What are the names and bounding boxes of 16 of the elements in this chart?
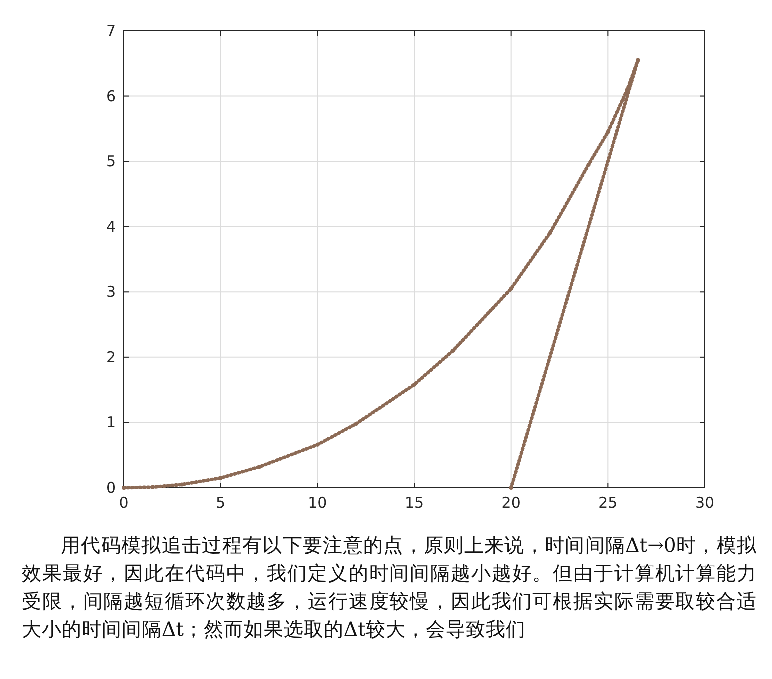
y-tick-label: 2 xyxy=(106,348,116,366)
x-tick-label: 5 xyxy=(216,494,226,512)
x-tick-label: 25 xyxy=(598,494,618,512)
x-tick-label: 0 xyxy=(119,494,129,512)
x-tick-label: 30 xyxy=(695,494,715,512)
y-tick-label: 4 xyxy=(106,218,116,236)
y-tick-label: 6 xyxy=(106,87,116,106)
y-tick-label: 5 xyxy=(106,152,116,171)
y-tick-label: 7 xyxy=(106,22,116,40)
x-tick-label: 10 xyxy=(308,494,328,512)
y-tick-label: 3 xyxy=(106,283,116,302)
y-tick-label: 0 xyxy=(106,479,116,497)
x-tick-label: 15 xyxy=(404,494,424,512)
text: 用代码模拟追击过程有以下要注意的点，原则上来说，时间间隔Δt→0时，模拟效果最好，因此在代码中，我们定义的时间间隔越小越好。但由于计算机计算能力受限，间隔越短循环次数越多，运行速度较慢，因此我们可根据实际需要取较合适大小的时间间隔Δt；然而如果选取的Δt较大，会导致我们 xyxy=(22,533,757,643)
x-tick-label: 20 xyxy=(502,494,521,512)
y-tick-label: 1 xyxy=(106,414,116,432)
